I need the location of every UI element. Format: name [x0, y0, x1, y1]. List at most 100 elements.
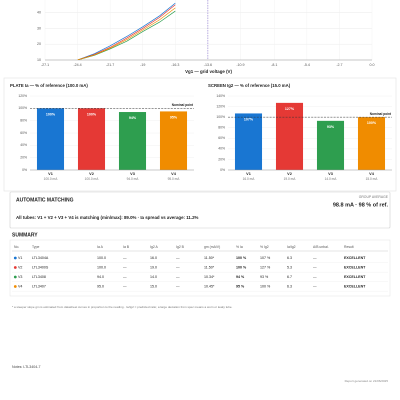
table-cell: 100 % — [236, 265, 247, 269]
x-tick-label: V3 — [130, 172, 135, 176]
table-cell: — — [176, 275, 180, 279]
x-tick-label: -24.4 — [73, 63, 81, 67]
table-cell: LTL3400S — [32, 265, 49, 269]
y-tick-label: 80% — [20, 119, 27, 123]
reference-label: Nominal point — [172, 103, 194, 107]
series-line — [77, 7, 176, 60]
table-cell: EXCELLENT — [344, 256, 366, 260]
table-header: Result — [344, 245, 354, 249]
y-tick-label: 120% — [18, 94, 27, 98]
x-tick-label: V1 — [246, 172, 251, 176]
y-tick-label: 100% — [18, 106, 27, 110]
table-cell: 19.0 — [150, 265, 157, 269]
table-cell: 95 % — [236, 284, 245, 288]
table-cell: 95.0 — [97, 284, 104, 288]
table-cell: EXCELLENT — [344, 275, 366, 279]
x-tick-label: V2 — [89, 172, 94, 176]
summary-title: SUMMARY — [12, 232, 38, 238]
table-cell: 10.34* — [204, 275, 215, 279]
table-cell: — — [123, 275, 127, 279]
bar-sublabel: 16.0 mA — [243, 177, 256, 181]
table-cell: — — [123, 284, 127, 288]
row-dot — [13, 266, 17, 269]
bar-sublabel: 100.0 mA — [44, 177, 59, 181]
x-tick-label: -10.9 — [236, 63, 244, 67]
bar — [357, 117, 386, 170]
chart-title: SCREEN Ig2 — % of reference (15.0 mA) — [208, 83, 291, 88]
table-cell: EXCELLENT — [344, 284, 366, 288]
table-header: Ig2 B — [176, 245, 185, 249]
average-value: 98.8 mA · 98 % of ref. — [333, 202, 389, 208]
table-cell: — — [123, 256, 127, 260]
matching-result: All tubes: V1 + V2 + V3 + V4 is matching… — [16, 215, 199, 220]
y-tick-label: 80% — [218, 126, 225, 130]
y-tick-label: 40% — [20, 143, 27, 147]
y-tick-label: 30 — [37, 26, 41, 30]
table-cell: 11.50* — [204, 265, 215, 269]
bar-sublabel: 14.0 mA — [325, 177, 338, 181]
table-cell: LTL3404A — [32, 256, 49, 260]
x-tick-label: -21.7 — [106, 63, 114, 67]
bar — [159, 111, 188, 170]
bar-sublabel: 94.0 mA — [127, 177, 140, 181]
x-tick-label: V1 — [48, 172, 53, 176]
y-tick-label: 140% — [216, 94, 225, 98]
table-cell: 5.3 — [287, 265, 292, 269]
footnote: * a steeper slope gm is estimated from d… — [12, 305, 233, 309]
x-axis-label: Vg1 — grid voltage (V) — [185, 69, 232, 74]
table-cell: — — [176, 265, 180, 269]
bar-value-label: 94% — [129, 116, 137, 120]
series-line — [77, 4, 176, 60]
table-header: Type — [32, 245, 39, 249]
table-cell: 94 % — [236, 275, 245, 279]
table-cell: V2 — [18, 265, 22, 269]
summary-card — [9, 239, 391, 297]
table-cell: 100.0 — [97, 256, 106, 260]
table-cell: V4 — [18, 284, 22, 288]
table-header: gm (mA/V) — [204, 245, 220, 249]
table-cell: LTL3407 — [32, 284, 46, 288]
table-header: Ia A — [97, 245, 104, 249]
x-tick-label: 0.0 — [370, 63, 375, 67]
table-cell: — — [313, 275, 317, 279]
series-line — [77, 2, 176, 60]
table-cell: 11.50* — [204, 256, 215, 260]
bar-sublabel: 95.0 mA — [168, 177, 181, 181]
bar-value-label: 107% — [244, 117, 254, 121]
table-cell: — — [313, 284, 317, 288]
matching-title: AUTOMATIC MATCHING — [16, 197, 74, 203]
y-tick-label: 20% — [20, 156, 27, 160]
y-tick-label: 10 — [37, 58, 41, 62]
bar — [77, 108, 106, 170]
table-cell: — — [313, 265, 317, 269]
bar — [118, 112, 147, 170]
table-cell: 100 % — [260, 284, 271, 288]
bar — [234, 113, 263, 170]
table-cell: 107 % — [260, 256, 271, 260]
notes: Notes: LTL3404-7 — [12, 365, 41, 369]
y-tick-label: 100% — [216, 115, 225, 119]
bar-value-label: 93% — [327, 125, 335, 129]
x-tick-label: -5.4 — [304, 63, 310, 67]
table-cell: 100.0 — [97, 265, 106, 269]
table-cell: 127 % — [260, 265, 271, 269]
row-dot — [13, 256, 17, 260]
y-tick-label: 40% — [218, 147, 225, 151]
table-header: A/B unbal. — [313, 245, 329, 249]
bar — [36, 108, 65, 170]
table-cell: 16.0 — [150, 256, 157, 260]
table-header: No. — [14, 245, 19, 249]
table-cell: — — [123, 265, 127, 269]
row-dot — [13, 285, 17, 288]
x-tick-label: -2.7 — [336, 63, 342, 67]
table-cell: 10.45* — [204, 284, 215, 288]
table-cell: EXCELLENT — [344, 265, 366, 269]
table-cell: 15.0 — [150, 284, 157, 288]
bar-value-label: 100% — [46, 112, 56, 116]
bar-value-label: 95% — [170, 115, 178, 119]
footer: Report generated on 21/06/2025 — [345, 379, 389, 383]
table-cell: 6.3 — [287, 256, 292, 260]
bar-sublabel: 15.0 mA — [366, 177, 379, 181]
y-tick-label: 120% — [216, 104, 225, 108]
